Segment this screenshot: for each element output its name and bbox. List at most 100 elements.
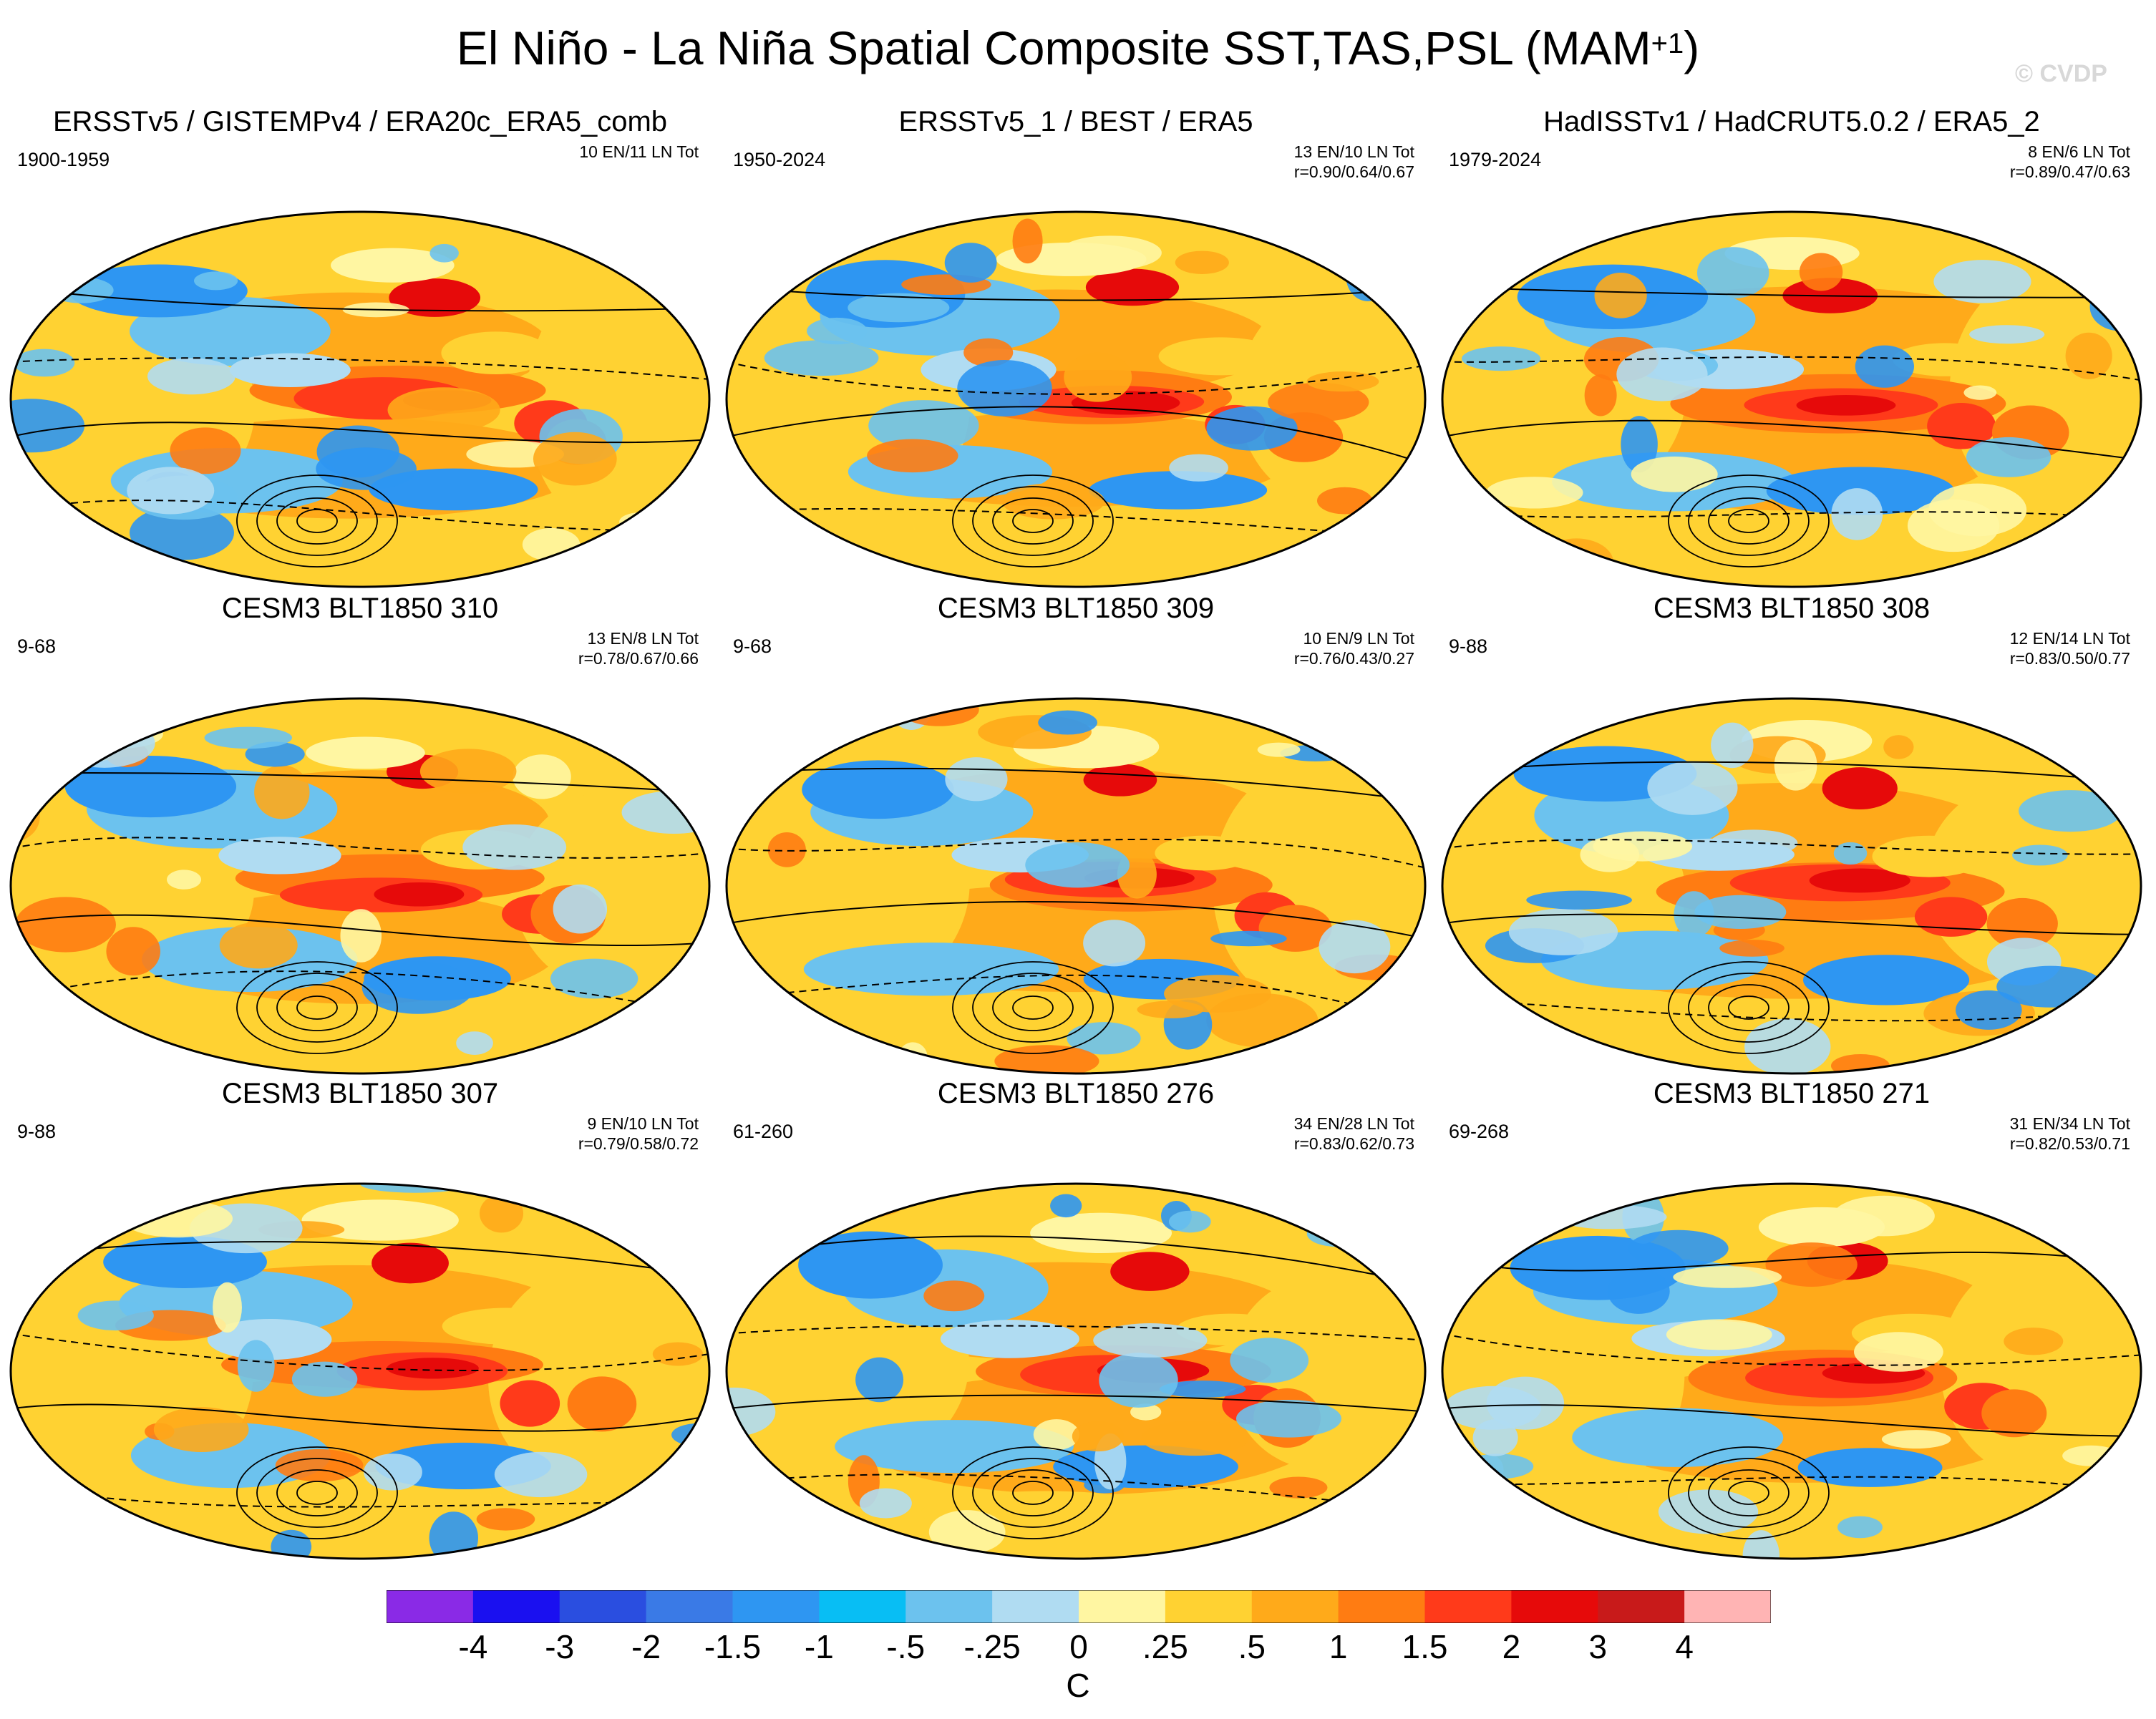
anomaly-speckle <box>1038 710 1097 735</box>
psl-low-contour <box>256 1458 378 1528</box>
anomaly-speckle <box>1235 1399 1342 1438</box>
anomaly-speckle <box>1696 247 1769 299</box>
map-field <box>1442 212 2141 587</box>
map-field <box>1442 1184 2141 1559</box>
panel-period: 69-268 <box>1449 1121 1510 1142</box>
anomaly-speckle <box>77 1300 154 1331</box>
psl-low-contour <box>1708 497 1790 545</box>
panel-event-count: 31 EN/34 LN Tot <box>2009 1114 2130 1133</box>
anomaly-speckle <box>106 927 160 976</box>
anomaly-speckle <box>1083 920 1146 967</box>
anomaly-speckle <box>652 1342 704 1366</box>
colorbar-segment <box>1251 1590 1339 1623</box>
anomaly-speckle <box>1175 250 1229 274</box>
anomaly-speckle <box>1883 735 1914 759</box>
anomaly-region <box>1088 471 1268 510</box>
anomaly-speckle <box>167 870 201 890</box>
colorbar-segment <box>992 1590 1079 1623</box>
colorbar-tick-label: -1 <box>804 1628 834 1665</box>
colorbar-tick-label: -1.5 <box>704 1628 762 1665</box>
panel-title: ERSSTv5_1 / BEST / ERA5 <box>898 106 1253 137</box>
anomaly-region <box>372 1242 449 1284</box>
anomaly-speckle <box>494 1451 588 1498</box>
anomaly-speckle <box>2062 1193 2122 1236</box>
panel-event-count: 34 EN/28 LN Tot <box>1293 1114 1414 1133</box>
colorbar-segment <box>1424 1590 1512 1623</box>
anomaly-speckle <box>1141 1420 1249 1456</box>
colorbar-tick-label: -2 <box>631 1628 661 1665</box>
anomaly-speckle <box>1486 1376 1565 1430</box>
panel-correlation: r=0.89/0.47/0.63 <box>2009 162 2130 181</box>
panel-period: 9-68 <box>733 636 772 657</box>
anomaly-speckle <box>1268 382 1369 422</box>
anomaly-speckle <box>1593 831 1693 862</box>
anomaly-speckle <box>130 505 235 560</box>
anomaly-region <box>1809 868 1910 893</box>
psl-contour <box>727 286 1425 301</box>
map-panel: CESM3 BLT1850 307 9-88 9 EN/10 LN Tot r=0.7… <box>6 1076 714 1570</box>
anomaly-speckle <box>11 399 85 453</box>
anomaly-speckle <box>49 277 114 303</box>
map-field <box>727 698 1425 1073</box>
anomaly-speckle <box>513 754 571 799</box>
anomaly-speckle <box>1628 1229 1729 1267</box>
anomaly-speckle <box>2004 1328 2064 1355</box>
psl-low-contour <box>256 973 378 1043</box>
anomaly-speckle <box>1837 1516 1883 1539</box>
anomaly-speckle <box>1742 1530 1780 1559</box>
psl-contour <box>1442 1251 2141 1272</box>
anomaly-speckle <box>147 358 236 395</box>
colorbar-tick-label: .25 <box>1142 1628 1188 1665</box>
panel-event-count: 13 EN/8 LN Tot <box>587 629 699 648</box>
robinson-map <box>1441 210 2142 588</box>
map-panel: CESM3 BLT1850 310 9-68 13 EN/8 LN Tot r=0.7… <box>6 591 714 1085</box>
anomaly-speckle <box>1269 1476 1328 1499</box>
anomaly-region <box>1030 1212 1172 1254</box>
anomaly-speckle <box>1831 488 1883 540</box>
anomaly-speckle <box>1956 990 2022 1030</box>
anomaly-region <box>1797 1448 1943 1487</box>
psl-low-contour <box>296 995 338 1020</box>
psl-contour <box>727 361 1425 395</box>
psl-low-contour <box>992 984 1074 1031</box>
anomaly-region <box>1914 897 1988 937</box>
anomaly-region <box>802 760 954 819</box>
psl-low-contour <box>1688 1458 1810 1528</box>
anomaly-speckle <box>387 387 500 433</box>
anomaly-speckle <box>550 958 638 999</box>
anomaly-speckle <box>1319 920 1391 974</box>
anomaly-speckle <box>1093 1323 1208 1358</box>
psl-low-contour <box>276 1469 358 1516</box>
anomaly-region <box>369 468 538 511</box>
map-field <box>1442 698 2141 1073</box>
anomaly-speckle <box>1130 1403 1162 1421</box>
panel-event-count: 9 EN/10 LN Tot <box>587 1114 699 1133</box>
anomaly-region <box>940 1320 1079 1358</box>
panel-event-count: 13 EN/10 LN Tot <box>1293 142 1414 161</box>
anomaly-speckle <box>153 1407 249 1452</box>
psl-contour <box>727 767 1425 803</box>
anomaly-region <box>1803 955 1970 1005</box>
anomaly-speckle <box>681 774 709 822</box>
panel-correlation: r=0.83/0.50/0.77 <box>2009 649 2130 668</box>
anomaly-speckle <box>11 729 49 766</box>
robinson-map <box>9 697 711 1075</box>
panel-title: CESM3 BLT1850 276 <box>937 1078 1215 1109</box>
colorbar-units: C <box>1066 1667 1090 1704</box>
anomaly-speckle <box>767 832 806 867</box>
anomaly-region <box>1155 835 1255 871</box>
colorbar-tick-label: -4 <box>458 1628 488 1665</box>
psl-low-contour <box>1728 509 1769 533</box>
figure-title-superscript: +1 <box>1651 28 1684 59</box>
anomaly-speckle <box>1774 739 1817 791</box>
psl-low-contour <box>972 1458 1094 1528</box>
psl-low-contour <box>296 1481 338 1505</box>
figure-title-close: ) <box>1684 21 1700 74</box>
anomaly-region <box>1591 528 1890 578</box>
psl-low-contour <box>276 497 358 545</box>
map-outline <box>9 210 711 588</box>
colorbar-tick-label: -.5 <box>886 1628 926 1665</box>
robinson-map <box>1441 1182 2142 1560</box>
panel-correlation: r=0.76/0.43/0.27 <box>1293 649 1414 668</box>
panel-period: 9-88 <box>17 1121 57 1142</box>
